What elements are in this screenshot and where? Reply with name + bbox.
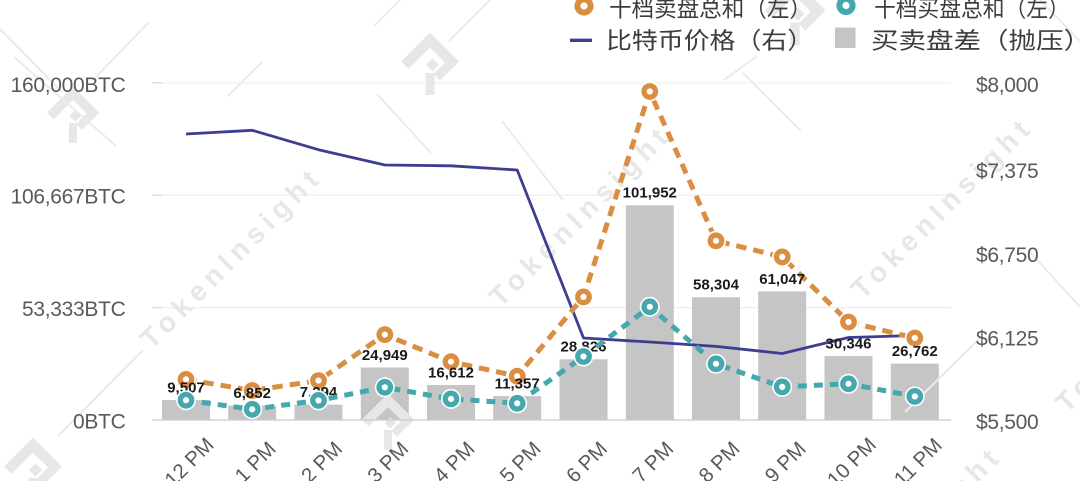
svg-text:61,047: 61,047: [759, 271, 805, 288]
svg-text:$8,000: $8,000: [976, 74, 1038, 97]
svg-text:58,304: 58,304: [693, 277, 740, 294]
svg-text:106,667BTC: 106,667BTC: [11, 185, 126, 208]
svg-text:$6,750: $6,750: [976, 244, 1038, 267]
svg-text:$7,375: $7,375: [976, 160, 1038, 183]
svg-text:11,357: 11,357: [495, 376, 540, 393]
svg-text:0BTC: 0BTC: [73, 410, 126, 433]
svg-text:16,612: 16,612: [428, 364, 474, 381]
svg-text:24,949: 24,949: [362, 347, 408, 364]
svg-text:9,507: 9,507: [167, 379, 205, 396]
svg-text:$6,125: $6,125: [976, 327, 1038, 350]
svg-text:30,346: 30,346: [826, 336, 872, 353]
svg-text:101,952: 101,952: [623, 185, 677, 202]
svg-text:6,852: 6,852: [233, 385, 271, 402]
svg-text:160,000BTC: 160,000BTC: [11, 74, 126, 97]
svg-text:$5,500: $5,500: [976, 411, 1038, 434]
svg-text:53,333BTC: 53,333BTC: [22, 298, 126, 321]
svg-text:26,762: 26,762: [892, 343, 938, 360]
